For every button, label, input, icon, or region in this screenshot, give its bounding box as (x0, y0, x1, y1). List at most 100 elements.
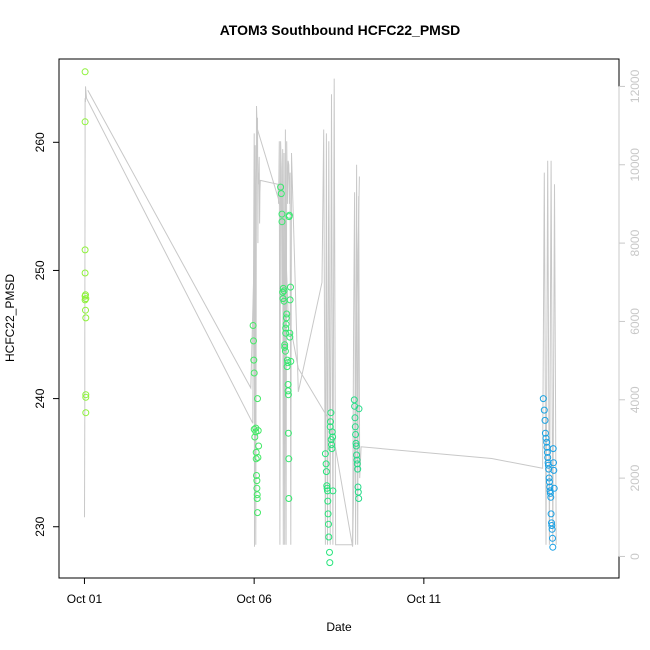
data-point (549, 543, 557, 551)
data-point (545, 465, 553, 473)
data-point (550, 459, 557, 467)
data-point (282, 329, 290, 337)
data-point (82, 306, 89, 314)
chart-title: ATOM3 Southbound HCFC22_PMSD (220, 22, 461, 38)
data-point (283, 310, 291, 318)
data-point (354, 465, 362, 473)
data-point (545, 478, 553, 486)
data-point (328, 445, 336, 453)
data-point (250, 337, 257, 345)
data-point (249, 322, 257, 329)
data-point (351, 414, 359, 422)
data-point (352, 442, 360, 450)
data-point (547, 510, 555, 518)
data-point (253, 472, 260, 479)
data-point (324, 497, 332, 505)
data-point (354, 483, 362, 491)
data-point (329, 487, 337, 495)
x-axis-label: Date (326, 620, 352, 634)
data-point (281, 347, 289, 355)
data-point (254, 509, 261, 517)
data-point (284, 429, 292, 437)
data-point (550, 466, 558, 474)
data-point (328, 428, 336, 436)
data-point (352, 431, 360, 438)
data-point (326, 548, 333, 556)
data-point (323, 482, 331, 490)
data-point (353, 451, 361, 459)
data-point (254, 454, 262, 461)
data-point (252, 455, 260, 463)
data-point (253, 477, 261, 485)
data-point (322, 460, 330, 468)
data-point (283, 363, 291, 371)
data-point (324, 510, 332, 518)
data-point (251, 433, 259, 441)
data-point (544, 454, 552, 461)
data-point (82, 314, 90, 322)
data-point (549, 445, 557, 453)
data-point (82, 393, 90, 401)
data-point (282, 314, 290, 322)
data-point (324, 487, 331, 495)
data-point (82, 291, 89, 299)
data-point (286, 333, 294, 341)
data-point (286, 329, 294, 337)
data-point (81, 118, 89, 126)
y2-tick-label: 4000 (628, 386, 642, 413)
data-point (353, 456, 361, 464)
data-point (550, 484, 558, 492)
data-point (285, 211, 293, 219)
data-point (286, 296, 294, 304)
data-point (278, 218, 286, 226)
data-point (541, 416, 549, 424)
data-point (287, 283, 294, 291)
y-tick-label: 260 (33, 132, 47, 152)
data-point (539, 395, 547, 403)
data-point (329, 433, 337, 441)
data-point (254, 395, 261, 403)
data-point (250, 369, 258, 377)
data-point (287, 357, 295, 365)
data-point (545, 474, 553, 482)
y2-tick-label: 12000 (628, 69, 642, 103)
data-point (326, 559, 334, 567)
y-tick-label: 250 (33, 260, 47, 280)
data-point (547, 493, 555, 501)
data-point (325, 533, 333, 541)
data-point (284, 387, 292, 395)
y2-tick-label: 0 (628, 553, 642, 560)
data-point (255, 442, 263, 450)
plot-frame (58, 58, 620, 579)
y2-tick-label: 8000 (628, 229, 642, 256)
y2-tick-label: 2000 (628, 464, 642, 491)
data-point (321, 450, 329, 458)
data-point (351, 423, 359, 431)
data-point (355, 405, 363, 413)
x-tick-label: Oct 11 (407, 592, 442, 606)
data-point (328, 441, 335, 449)
data-point (82, 391, 90, 399)
trace-line-0 (84, 78, 557, 547)
data-point (543, 448, 551, 456)
data-point (282, 324, 290, 332)
data-point (284, 391, 292, 399)
data-point (277, 190, 285, 198)
y2-tick-label: 10000 (628, 148, 642, 182)
data-point (541, 429, 549, 437)
data-point (81, 269, 89, 277)
data-point (546, 489, 554, 497)
plot-area: Oct 01 Oct 06 Oct 11 230 240 250 260 0 2000 4000 6… (33, 58, 642, 606)
data-point (278, 210, 286, 218)
data-point (82, 295, 90, 303)
trace-line-1 (87, 90, 360, 547)
data-point (325, 520, 332, 528)
data-point (285, 455, 293, 463)
data-point (355, 495, 363, 502)
data-point (254, 427, 262, 435)
data-point (82, 409, 90, 417)
data-point (327, 409, 335, 417)
data-point (353, 460, 361, 468)
data-point (323, 484, 331, 492)
